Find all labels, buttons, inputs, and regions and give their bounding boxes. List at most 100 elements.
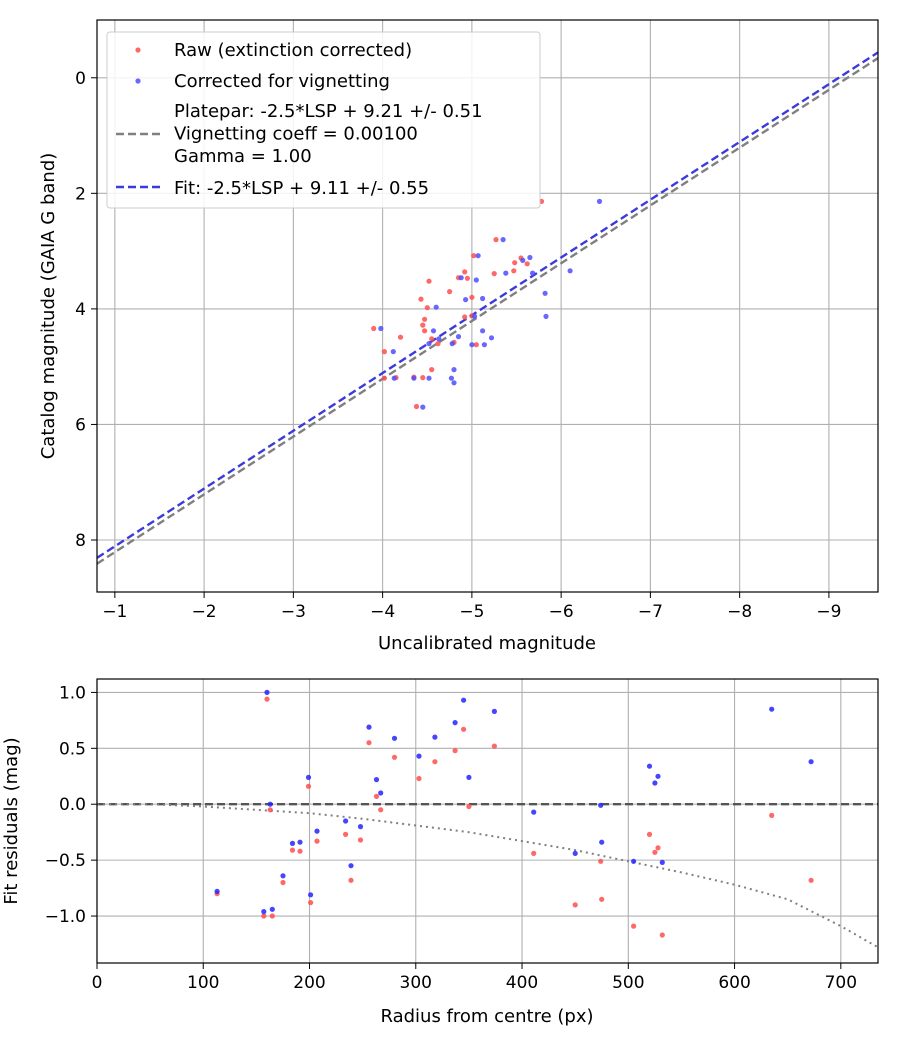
x-tick-label: −3 <box>281 602 306 622</box>
data-point <box>469 294 475 300</box>
data-point <box>297 839 303 845</box>
data-point <box>429 336 435 342</box>
data-point <box>348 877 354 883</box>
data-point <box>452 720 458 726</box>
legend-label-platepar: Platepar: -2.5*LSP + 9.21 +/- 0.51 Vignet… <box>174 101 483 167</box>
y-tick-label: 0 <box>75 69 86 89</box>
data-point <box>391 754 398 760</box>
data-point <box>466 774 472 781</box>
x-tick-label: −1 <box>102 602 127 622</box>
data-point <box>488 335 495 341</box>
data-point <box>418 296 424 302</box>
data-point <box>511 268 517 274</box>
x-tick-label: 0 <box>92 973 103 993</box>
x-tick-label: 400 <box>506 973 538 993</box>
data-point <box>366 740 372 746</box>
data-point <box>264 689 270 696</box>
data-point <box>267 807 273 813</box>
data-point <box>289 847 296 853</box>
plot2-frame <box>96 678 879 964</box>
data-point <box>491 708 497 715</box>
data-point <box>422 316 428 322</box>
data-point <box>646 831 653 838</box>
data-point <box>378 790 384 796</box>
x-tick-label: 600 <box>718 973 750 993</box>
data-point <box>378 807 384 813</box>
plot1-ticks: −1 −2 −3 −4 −5 −6 −7 −8 −9 0 2 4 6 8 <box>75 69 841 622</box>
data-point <box>305 774 312 781</box>
series-line <box>96 57 879 565</box>
y-tick-label: 4 <box>75 300 86 320</box>
data-point <box>543 313 549 319</box>
data-point <box>455 334 462 340</box>
plot2-background <box>97 679 878 963</box>
data-point <box>646 763 653 769</box>
data-point <box>473 277 479 283</box>
data-point <box>461 697 467 703</box>
data-point <box>267 801 273 807</box>
plot1-x-axis-label: Uncalibrated magnitude <box>378 633 596 654</box>
data-point <box>397 334 404 340</box>
data-point <box>308 900 314 906</box>
y-tick-label: 6 <box>75 415 86 435</box>
data-point <box>357 837 364 843</box>
data-point <box>343 831 349 838</box>
legend-label-fit: Fit: -2.5*LSP + 9.11 +/- 0.55 <box>174 178 429 199</box>
data-point <box>520 257 526 263</box>
data-point <box>381 349 387 355</box>
plot2-x-axis-label: Radius from centre (px) <box>380 1006 593 1027</box>
data-point <box>451 367 457 373</box>
series-line <box>97 803 879 949</box>
data-point <box>480 295 486 302</box>
plot2-points <box>214 689 814 938</box>
x-tick-label: −6 <box>549 602 574 622</box>
data-point <box>424 305 430 311</box>
residuals-plot: 0 100 200 300 400 500 600 7001.00.50.0−0.5−1.0 … <box>1 678 879 1027</box>
data-point <box>808 877 814 883</box>
data-point <box>469 342 475 348</box>
data-point <box>269 913 275 919</box>
data-point <box>280 879 286 886</box>
legend-label-raw: Raw (extinction corrected) <box>174 40 412 61</box>
data-point <box>462 269 468 275</box>
data-point <box>491 743 497 749</box>
data-point <box>261 909 267 915</box>
data-point <box>420 404 426 410</box>
y-tick-label: 1.0 <box>59 683 86 703</box>
data-point <box>348 863 354 869</box>
data-point <box>357 824 364 830</box>
data-point <box>264 696 270 702</box>
y-tick-label: 8 <box>75 531 86 551</box>
x-tick-label: 700 <box>825 973 857 993</box>
legend-label-corrected: Corrected for vignetting <box>174 71 390 92</box>
data-point <box>652 780 658 786</box>
data-point <box>436 336 442 342</box>
data-point <box>343 818 349 824</box>
data-point <box>480 328 486 334</box>
data-point <box>531 850 537 857</box>
x-tick-label: −8 <box>727 602 752 622</box>
data-point <box>769 706 775 712</box>
data-point <box>808 759 814 765</box>
data-point <box>422 328 428 334</box>
data-point <box>599 896 605 902</box>
plot2-lines <box>97 803 879 949</box>
data-point <box>500 237 506 243</box>
x-tick-label: −2 <box>192 602 217 622</box>
data-point <box>435 341 441 347</box>
data-point <box>572 850 578 857</box>
x-tick-label: −5 <box>459 602 484 622</box>
data-point <box>366 724 372 730</box>
data-point <box>567 268 573 274</box>
data-point <box>572 902 578 908</box>
data-point <box>471 253 477 259</box>
data-point <box>464 275 470 281</box>
data-point <box>433 304 439 310</box>
data-point <box>598 858 604 864</box>
data-point <box>429 367 435 373</box>
y-tick-label: −1.0 <box>45 907 86 927</box>
data-point <box>493 237 499 243</box>
data-point <box>462 314 468 320</box>
legend-platepar-line: Vignetting coeff = 0.00100 <box>174 124 418 145</box>
data-point <box>472 313 478 319</box>
